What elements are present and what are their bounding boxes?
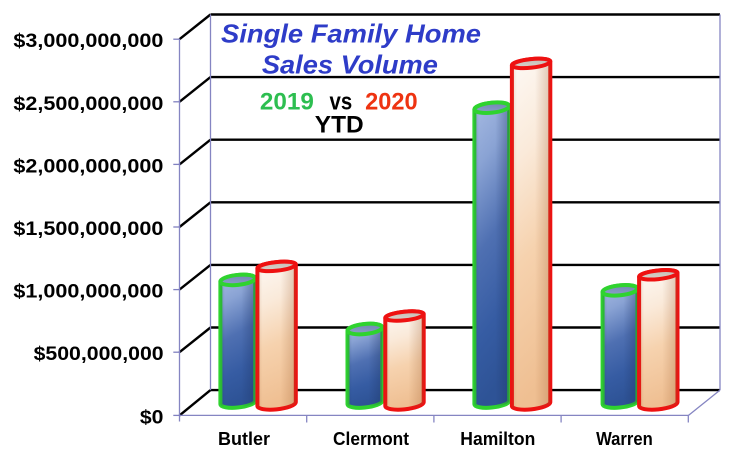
svg-text:Sales Volume: Sales Volume (262, 49, 438, 79)
svg-text:Clermont: Clermont (333, 429, 409, 449)
svg-text:YTD: YTD (315, 112, 364, 139)
svg-text:$1,500,000,000: $1,500,000,000 (13, 219, 163, 240)
svg-text:$0: $0 (140, 407, 164, 428)
svg-text:Single Family Home: Single Family Home (221, 19, 481, 49)
svg-text:Hamilton: Hamilton (460, 429, 535, 449)
svg-text:2019: 2019 (260, 89, 314, 116)
svg-text:vs: vs (330, 89, 353, 116)
svg-text:2020: 2020 (365, 89, 418, 116)
svg-text:$3,000,000,000: $3,000,000,000 (13, 31, 163, 52)
svg-text:Butler: Butler (218, 429, 270, 449)
svg-text:Warren: Warren (596, 429, 653, 449)
svg-text:$2,000,000,000: $2,000,000,000 (13, 156, 163, 177)
svg-text:$500,000,000: $500,000,000 (34, 344, 164, 365)
svg-text:$2,500,000,000: $2,500,000,000 (13, 94, 163, 115)
svg-text:$1,000,000,000: $1,000,000,000 (13, 282, 163, 303)
